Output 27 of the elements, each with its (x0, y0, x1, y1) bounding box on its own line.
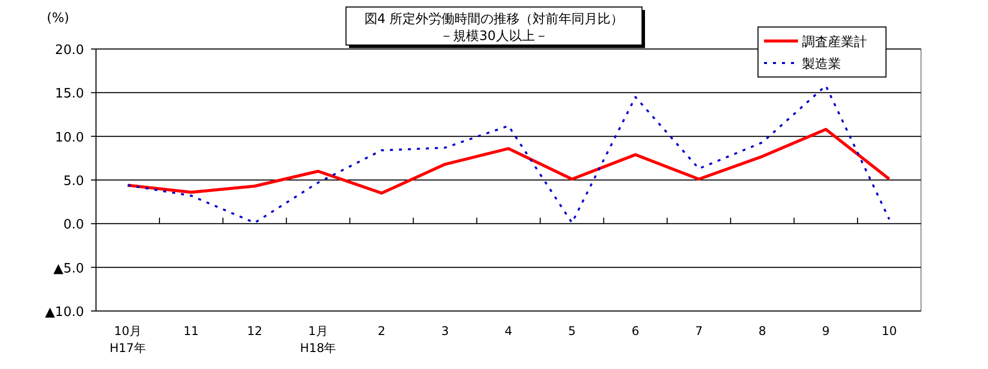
x-tick-label: 8 (758, 324, 766, 338)
x-tick-label: 12 (247, 324, 262, 338)
y-tick-label: 5.0 (63, 174, 84, 189)
x-tick-label: 11 (184, 324, 199, 338)
x-tick-label: 1月 H18年 (300, 324, 336, 355)
y-tick-label: 15.0 (55, 86, 84, 102)
x-tick-label: 5 (568, 324, 576, 338)
y-tick-label: ▲10.0 (45, 305, 84, 320)
y-tick-label: ▲5.0 (53, 261, 84, 276)
y-tick-label: 20.0 (55, 43, 84, 58)
y-axis-title: (%) (46, 11, 70, 26)
y-tick-label: 0.0 (63, 218, 84, 233)
x-tick-label: 7 (695, 324, 703, 338)
y-tick-label: 10.0 (55, 130, 84, 146)
x-tick-label: 10月 H17年 (110, 324, 146, 355)
x-tick-label: 10 (882, 324, 897, 338)
x-tick-label: 2 (378, 324, 386, 338)
legend-label: 製造業 (802, 57, 841, 72)
x-tick-label: 4 (504, 324, 512, 338)
chart-title: 図4 所定外労働時間の推移（対前年同月比） (364, 11, 624, 27)
x-tick-label: 6 (632, 324, 640, 338)
line-series (126, 84, 890, 224)
x-tick-label: 9 (822, 324, 830, 338)
x-tick-label: 3 (441, 324, 449, 338)
line-series (126, 128, 891, 195)
chart-subtitle: －規模30人以上－ (440, 29, 548, 44)
legend-label: 調査産業計 (802, 34, 867, 50)
